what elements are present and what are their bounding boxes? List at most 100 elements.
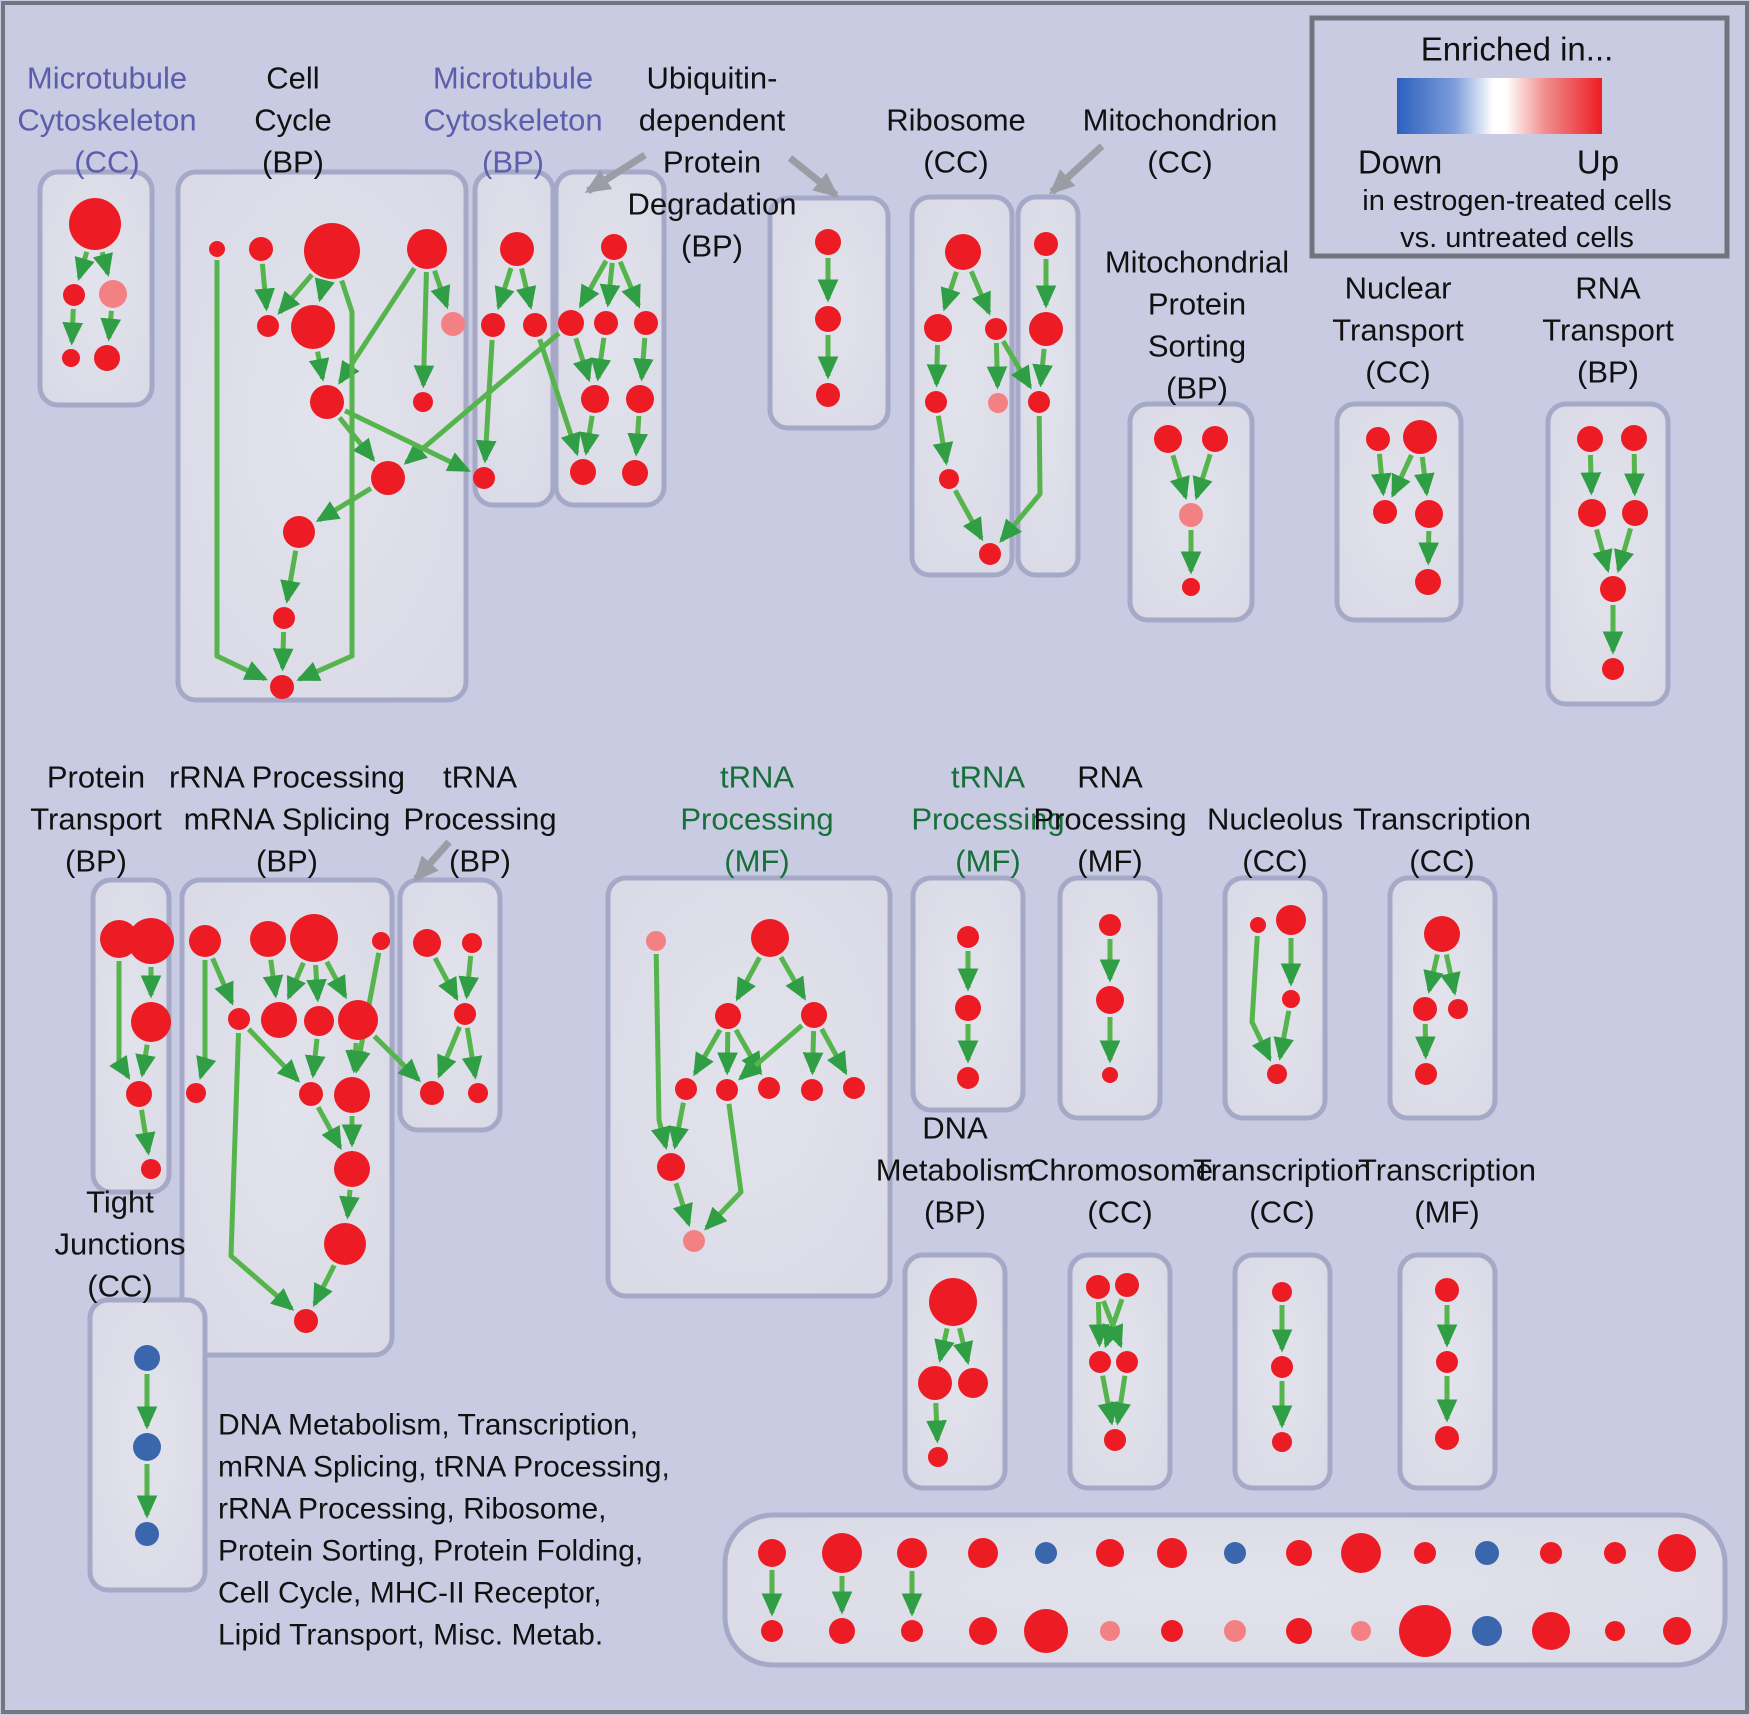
cluster-rna-transport-label: Transport <box>1542 313 1674 348</box>
cluster-cell-cycle-node-7 <box>310 385 344 419</box>
cluster-mito-sorting-label: Mitochondrial <box>1105 245 1289 280</box>
cluster-ubiq-left-edge <box>632 337 654 382</box>
cluster-ubiq-left-box <box>553 169 667 508</box>
cluster-cell-cycle-label: Cell <box>266 61 319 96</box>
cluster-dna-metab-node-2 <box>958 1368 988 1398</box>
cluster-chromosome-edge <box>1088 1301 1110 1348</box>
cluster-cell-cycle-label: Cycle <box>254 103 332 138</box>
cluster-trna-mf-a-edge <box>737 1023 804 1081</box>
bottom-box-top-node-3 <box>968 1538 998 1568</box>
cluster-transcription-cc-mid-label: (CC) <box>1409 844 1474 879</box>
cluster-chromosome-node-0 <box>1086 1275 1110 1299</box>
cluster-cell-cycle-edge <box>314 277 335 303</box>
cluster-ribosome-node-0 <box>945 234 981 270</box>
cluster-ubiq-left-node-5 <box>626 385 654 413</box>
cluster-protein-transport-node-3 <box>126 1081 152 1107</box>
cluster-rna-transport-node-0 <box>1577 426 1603 452</box>
cluster-rna-proc-mf-node-2 <box>1102 1067 1118 1083</box>
cluster-mt-bp-node-3 <box>473 467 495 489</box>
cluster-trna-mf-a-edge <box>672 1182 693 1228</box>
bottom-box-bottom-node-14 <box>1663 1617 1691 1645</box>
cluster-nuclear-transport-node-4 <box>1415 569 1441 595</box>
cluster-mito-sorting-edge <box>1192 453 1213 501</box>
cluster-trna-bp-edge <box>432 956 459 1002</box>
cluster-cell-cycle-node-2 <box>304 223 360 279</box>
cluster-trna-mf-a-node-5 <box>716 1079 738 1101</box>
cluster-tight-junctions-label: Junctions <box>55 1227 186 1262</box>
bottom-box-top-node-5 <box>1096 1539 1124 1567</box>
cluster-transcription-cc-mid-node-0 <box>1424 916 1460 952</box>
cluster-mt-bp-edge <box>475 339 497 464</box>
cluster-cell-cycle-node-6 <box>441 312 465 336</box>
cluster-mito-sorting-label: Sorting <box>1148 329 1246 364</box>
cluster-cell-cycle-edge <box>280 550 301 604</box>
cluster-rna-proc-mf-label: (MF) <box>1077 844 1142 879</box>
cluster-rrna-mrna-edge <box>304 1038 326 1079</box>
cluster-protein-transport-node-0 <box>100 920 138 958</box>
cluster-mitochondrion-node-2 <box>1028 391 1050 413</box>
cluster-trna-mf-a-node-7 <box>801 1079 823 1101</box>
cluster-trna-bp-node-4 <box>468 1083 488 1103</box>
cluster-cell-cycle-node-0 <box>209 241 225 257</box>
cluster-ubiq-label-label: Protein <box>663 145 761 180</box>
cluster-rna-proc-mf-label: Processing <box>1033 802 1186 837</box>
cluster-trna-bp-edge <box>458 955 479 1000</box>
cluster-mitochondrion-node-0 <box>1034 232 1058 256</box>
bottom-box-bottom-node-0 <box>761 1620 783 1642</box>
cluster-tight-junctions-node-0 <box>134 1345 160 1371</box>
cluster-mito-sorting-node-2 <box>1179 503 1203 527</box>
cluster-mito-sorting-label: (BP) <box>1166 371 1228 406</box>
cluster-trna-mf-a-label: (MF) <box>724 844 789 879</box>
cluster-rrna-mrna-edge <box>316 1106 343 1151</box>
cluster-chromosome-node-2 <box>1089 1351 1111 1373</box>
cluster-ubiq-left-node-3 <box>634 311 658 335</box>
bottom-box-bottom-node-4 <box>1024 1609 1068 1653</box>
cluster-trna-mf-b-label: Processing <box>911 802 1064 837</box>
cluster-rrna-mrna-node-1 <box>250 921 286 957</box>
cluster-cell-cycle-node-10 <box>283 516 315 548</box>
cluster-cell-cycle-edge <box>337 416 376 462</box>
cluster-rna-transport-label: (BP) <box>1577 355 1639 390</box>
cluster-transcription-cc-mid-node-2 <box>1448 999 1468 1019</box>
cluster-cell-cycle-edge <box>430 269 451 310</box>
legend-box <box>1309 15 1730 259</box>
cluster-mito-sorting-node-0 <box>1154 425 1182 453</box>
cluster-nuclear-transport-edge <box>1390 454 1414 498</box>
cluster-protein-transport-edge <box>134 1109 156 1156</box>
cluster-mt-bp-label: (BP) <box>482 145 544 180</box>
cluster-dna-metab-node-3 <box>928 1447 948 1467</box>
cluster-cell-cycle-edge <box>272 631 294 672</box>
cluster-transcription-mf-label: (MF) <box>1414 1195 1479 1230</box>
cluster-trna-mf-b-label: (MF) <box>955 844 1020 879</box>
cluster-rna-transport-edge <box>1614 527 1634 574</box>
cluster-ribosome-edge <box>953 489 984 542</box>
cluster-rrna-mrna-node-3 <box>372 932 390 950</box>
cluster-ubiq-label-label: Degradation <box>628 187 797 222</box>
legend-gradient-bar <box>1397 78 1602 134</box>
cluster-rrna-mrna-edge <box>345 1042 366 1074</box>
cluster-nuclear-transport-node-0 <box>1366 427 1390 451</box>
cluster-nucleolus-node-0 <box>1250 917 1266 933</box>
cluster-ubiq-label-label: Ubiquitin- <box>647 61 778 96</box>
summary-text-line: mRNA Splicing, tRNA Processing, <box>218 1451 670 1484</box>
cluster-trna-bp-label: tRNA <box>443 760 517 795</box>
cluster-rrna-mrna-node-4 <box>228 1008 250 1030</box>
cluster-protein-transport-node-4 <box>141 1159 161 1179</box>
bottom-box-bottom-node-6 <box>1161 1620 1183 1642</box>
cluster-ubiq-left-edge <box>617 260 641 309</box>
pointer-arrow-0 <box>584 152 647 194</box>
cluster-transcription-cc-mid-node-1 <box>1413 997 1437 1021</box>
cluster-cell-cycle-edge <box>296 279 355 682</box>
bottom-summary-box <box>722 1512 1728 1668</box>
edge-layer <box>62 251 1645 1617</box>
cluster-nuclear-transport-node-2 <box>1373 500 1397 524</box>
cluster-rrna-mrna-edge <box>228 1032 295 1311</box>
cluster-mt-bp-label: Cytoskeleton <box>423 103 602 138</box>
bottom-box-top-node-0 <box>758 1539 786 1567</box>
cluster-rna-transport-node-5 <box>1602 658 1624 680</box>
cluster-trna-mf-a-label: tRNA <box>720 760 794 795</box>
bottom-box-bottom-node-3 <box>969 1617 997 1645</box>
bottom-box-bottom-node-9 <box>1351 1621 1371 1641</box>
cluster-mt-cc-edge <box>100 310 121 342</box>
